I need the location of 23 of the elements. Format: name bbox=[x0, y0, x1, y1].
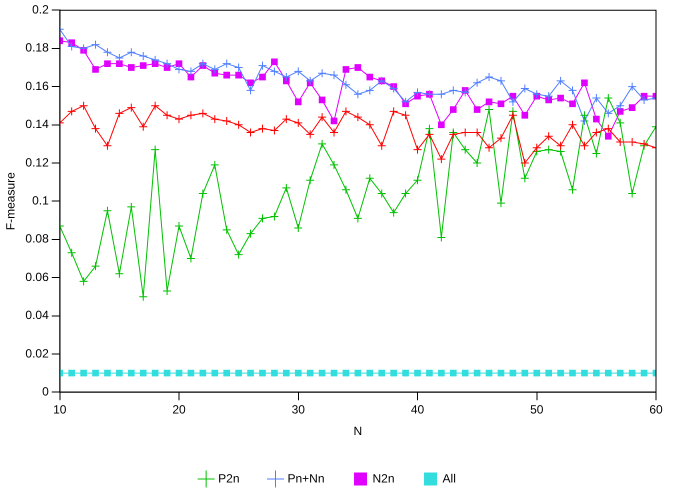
y-tick-label: 0.1 bbox=[32, 194, 50, 208]
legend-label: P2n bbox=[218, 471, 240, 486]
y-tick-label: 0.04 bbox=[25, 308, 50, 322]
y-tick-label: 0.08 bbox=[25, 232, 50, 246]
x-tick-label: 40 bbox=[410, 402, 424, 417]
y-tick-label: 0.14 bbox=[25, 117, 50, 132]
legend-label: N2n bbox=[372, 471, 395, 486]
legend-label: Pn+Nn bbox=[287, 471, 325, 486]
y-tick-label: 0.12 bbox=[25, 155, 50, 170]
y-tick-label: 0 bbox=[42, 384, 50, 399]
y-tick-label: 0.16 bbox=[25, 78, 50, 93]
x-tick-label: 60 bbox=[649, 402, 663, 417]
x-tick-label: 10 bbox=[53, 402, 67, 417]
x-axis-title: N bbox=[354, 424, 362, 438]
x-tick-label: 20 bbox=[172, 402, 186, 417]
y-axis-title: F-measure bbox=[4, 172, 18, 230]
y-tick-label: 0.2 bbox=[32, 2, 50, 17]
legend-label: All bbox=[442, 471, 456, 486]
x-tick-label: 30 bbox=[292, 402, 306, 417]
y-tick-label: 0.06 bbox=[25, 270, 50, 284]
x-tick-label: 50 bbox=[530, 402, 544, 417]
y-tick-label: 0.02 bbox=[25, 346, 50, 360]
y-tick-label: 0.18 bbox=[25, 40, 50, 55]
